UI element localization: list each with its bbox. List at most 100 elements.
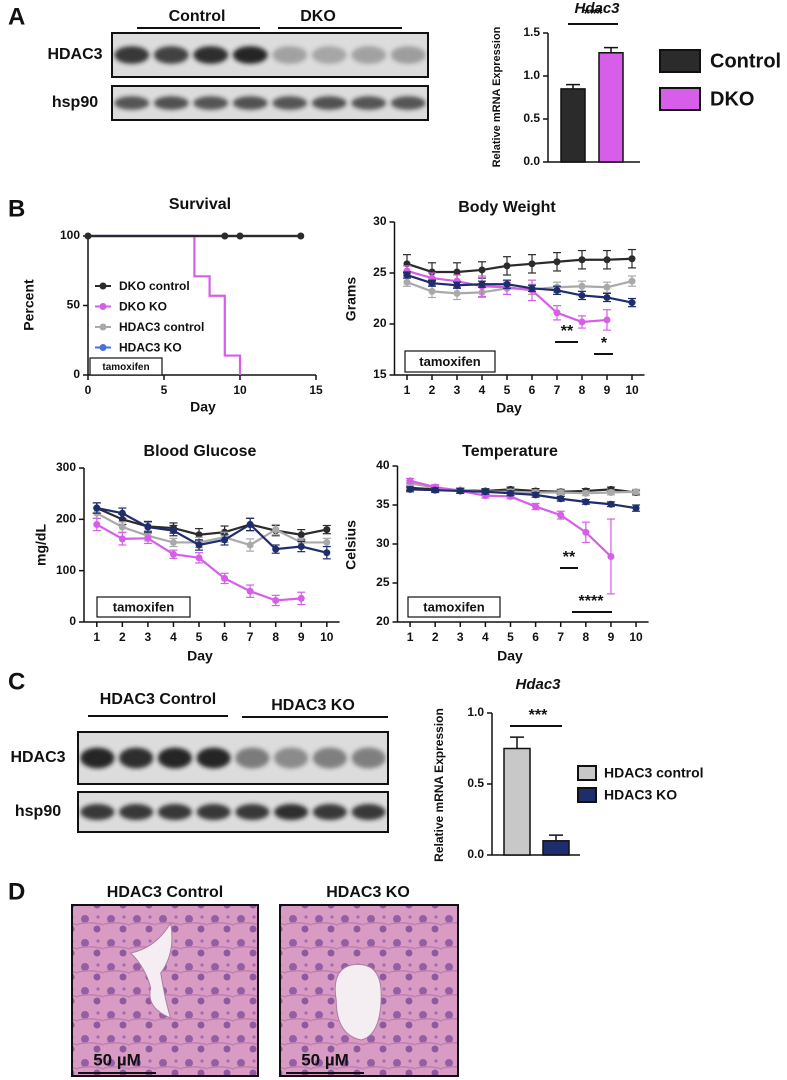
blot-band: [312, 804, 347, 820]
histology-title: HDAC3 KO: [326, 884, 410, 901]
blot-band: [153, 46, 189, 64]
y-tick-label: 20: [376, 614, 390, 628]
legend-label: DKO KO: [119, 300, 167, 314]
point: [428, 287, 436, 295]
panel-label: A: [8, 3, 25, 30]
point: [632, 504, 640, 512]
annotation: tamoxifen: [423, 599, 484, 614]
y-tick-label: 0.5: [523, 111, 540, 125]
point: [169, 538, 177, 546]
x-tick-label: 4: [482, 630, 489, 644]
legend-marker: [99, 344, 107, 351]
x-tick-label: 6: [529, 383, 536, 397]
blot-group-label: HDAC3 KO: [271, 697, 355, 714]
y-tick-label: 25: [373, 265, 387, 279]
point: [478, 280, 486, 288]
blot-band: [235, 804, 270, 820]
x-tick-label: 5: [504, 383, 511, 397]
point: [628, 255, 636, 263]
legend-marker: [99, 303, 107, 310]
y-tick-label: 30: [373, 214, 387, 228]
point: [406, 477, 414, 485]
series-line: [410, 488, 637, 510]
x-tick-label: 9: [298, 630, 305, 644]
point: [557, 511, 565, 519]
point: [93, 520, 101, 528]
y-tick-label: 0: [73, 367, 80, 381]
point: [603, 283, 611, 291]
y-axis-label: Grams: [343, 277, 359, 322]
x-tick-label: 6: [221, 630, 228, 644]
x-tick-label: 7: [557, 630, 564, 644]
y-tick-label: 300: [56, 460, 76, 474]
point: [528, 284, 536, 292]
bar: [560, 88, 586, 163]
panel-label: C: [8, 668, 25, 695]
blot-band: [196, 747, 231, 769]
chart-title: Hdac3: [515, 676, 561, 693]
blot-band: [274, 804, 309, 820]
y-axis-label: mg/dL: [33, 524, 49, 566]
histology-title: HDAC3 Control: [107, 884, 223, 901]
y-axis-label: Percent: [21, 279, 37, 331]
point: [272, 526, 280, 534]
point: [553, 258, 561, 266]
x-tick-label: 15: [309, 383, 323, 397]
point: [532, 503, 540, 511]
blot-band: [311, 46, 347, 64]
x-axis-label: Day: [497, 648, 523, 664]
x-tick-label: 1: [93, 630, 100, 644]
point: [553, 309, 561, 317]
series-line: [406, 257, 633, 274]
legend-swatch: [577, 765, 597, 781]
x-tick-label: 9: [608, 630, 615, 644]
point: [406, 485, 414, 493]
blot-band: [232, 46, 268, 64]
point: [272, 596, 280, 604]
blot-group-label: HDAC3 Control: [100, 691, 216, 708]
y-tick-label: 0.5: [467, 776, 484, 790]
y-tick-label: 1.5: [523, 25, 540, 39]
vessel: [129, 921, 173, 1019]
blot-band: [312, 747, 347, 769]
point: [323, 526, 331, 534]
y-tick-label: 1.0: [523, 68, 540, 82]
x-tick-label: 10: [625, 383, 639, 397]
point: [169, 527, 177, 535]
y-tick-label: 20: [373, 316, 387, 330]
legend-swatch: [577, 787, 597, 803]
point: [607, 500, 615, 508]
legend-swatch: [659, 49, 701, 73]
blot-band: [351, 804, 386, 820]
significance: **: [563, 549, 576, 566]
point: [481, 488, 489, 496]
y-tick-label: 1.0: [467, 705, 484, 719]
blot-band: [157, 747, 192, 769]
point: [528, 260, 536, 268]
blot-band: [232, 96, 268, 110]
x-tick-label: 10: [320, 630, 334, 644]
x-tick-label: 4: [479, 383, 486, 397]
x-tick-label: 10: [629, 630, 643, 644]
y-axis-label: Relative mRNA Expression: [491, 26, 503, 167]
point: [118, 535, 126, 543]
significance: ***: [529, 707, 548, 724]
point: [246, 520, 254, 528]
y-tick-label: 30: [376, 536, 390, 550]
blot-band: [196, 804, 231, 820]
point: [532, 491, 540, 499]
annotation-box: [96, 596, 191, 618]
x-tick-label: 5: [507, 630, 514, 644]
significance: **: [561, 323, 574, 340]
point: [195, 531, 203, 539]
point: [323, 538, 331, 546]
blot-band: [119, 747, 154, 769]
point: [195, 554, 203, 562]
point: [578, 282, 586, 290]
series-line: [406, 273, 633, 304]
annotation-box: [407, 596, 501, 618]
x-tick-label: 5: [161, 383, 168, 397]
point: [553, 286, 561, 294]
legend-label: Control: [710, 50, 781, 72]
blot-band: [311, 96, 347, 110]
